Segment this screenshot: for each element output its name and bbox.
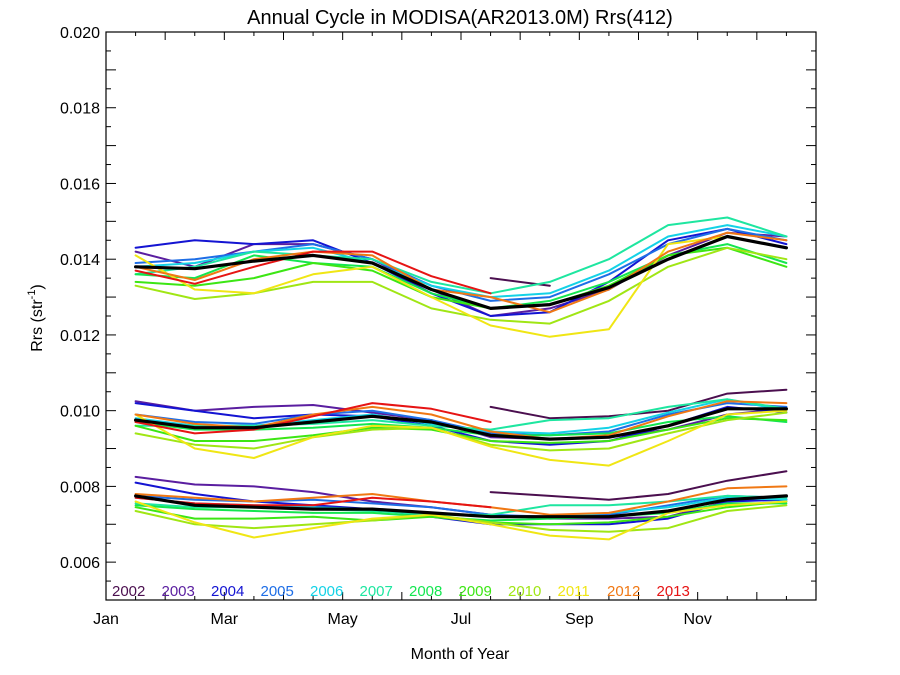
y-tick-label: 0.014 [60, 252, 100, 269]
series-layer [134, 216, 789, 541]
series-line-2013 [134, 496, 492, 509]
series-line-2004 [134, 227, 788, 317]
series-line-2007 [134, 216, 788, 295]
y-tick-label: 0.016 [60, 176, 100, 193]
legend: 2002 2003 2004 2005 2006 2007 2008 2009 2010 2011… [112, 583, 690, 600]
series-line-2011 [134, 409, 788, 467]
x-axis-label: Month of Year [411, 646, 510, 663]
legend-item-2012: 2012 [607, 583, 640, 600]
x-tick-label: Jul [451, 611, 471, 628]
y-tick-label: 0.018 [60, 101, 100, 118]
series-line-2013 [134, 402, 492, 435]
y-axis-label-end: ) [29, 284, 46, 289]
series-line-2010 [134, 246, 788, 325]
legend-item-2007: 2007 [360, 583, 393, 600]
x-tick-label: May [328, 611, 358, 628]
series-line-mean [134, 234, 789, 310]
y-axis: 0.006 0.008 0.010 0.012 0.014 0.016 0.018 0.020 [60, 25, 816, 601]
legend-item-2006: 2006 [310, 583, 343, 600]
y-axis-label-superscript: -1 [26, 290, 38, 300]
y-tick-label: 0.020 [60, 25, 100, 42]
x-tick-label: Jan [93, 611, 119, 628]
y-tick-label: 0.012 [60, 328, 100, 345]
y-tick-label: 0.008 [60, 479, 100, 496]
y-tick-label: 0.010 [60, 404, 100, 421]
y-tick-label: 0.006 [60, 555, 100, 572]
legend-item-2002: 2002 [112, 583, 145, 600]
legend-item-2003: 2003 [162, 583, 195, 600]
legend-item-2013: 2013 [657, 583, 690, 600]
y-axis-label-base: Rrs (str [29, 299, 46, 352]
series-line-2013 [134, 250, 492, 295]
series-line-mean [134, 407, 789, 441]
legend-item-2008: 2008 [409, 583, 442, 600]
legend-item-2004: 2004 [211, 583, 244, 600]
legend-item-2009: 2009 [459, 583, 492, 600]
x-tick-label: Nov [683, 611, 711, 628]
y-axis-label: Rrs (str-1) [26, 284, 46, 352]
series-line-2002 [489, 470, 788, 501]
series-line-2011 [134, 500, 788, 541]
x-tick-label: Mar [211, 611, 239, 628]
legend-item-2011: 2011 [558, 583, 590, 600]
x-axis: Jan Mar May Jul Sep Nov [93, 32, 817, 628]
series-line-2011 [134, 235, 788, 338]
x-tick-label: Sep [565, 611, 594, 628]
legend-item-2005: 2005 [261, 583, 294, 600]
series-line-mean [134, 494, 789, 519]
chart-title: Annual Cycle in MODISA(AR2013.0M) Rrs(41… [247, 7, 673, 29]
legend-item-2010: 2010 [508, 583, 541, 600]
